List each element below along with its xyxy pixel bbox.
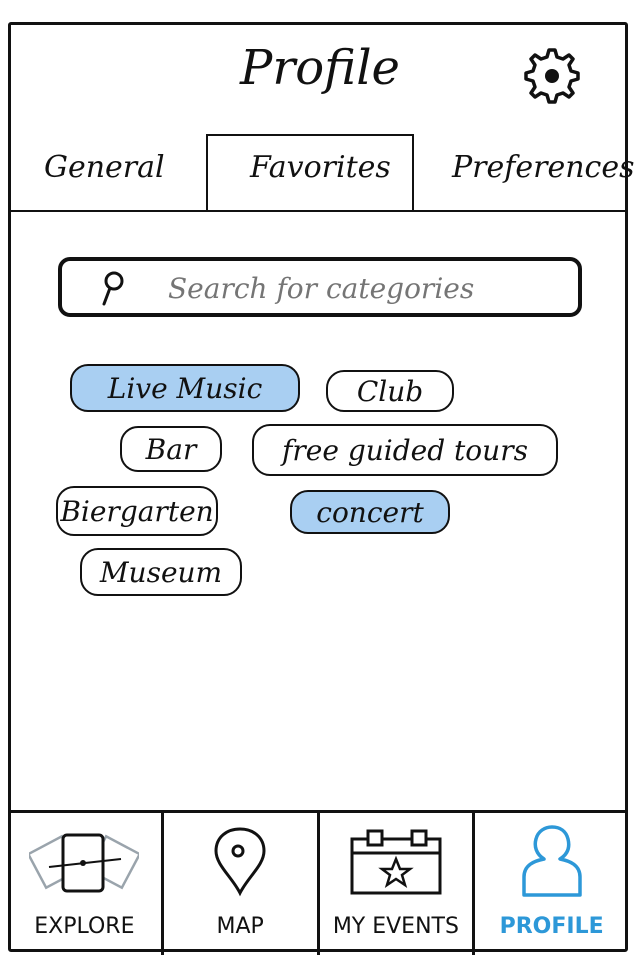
settings-gear-icon[interactable] [520,44,584,108]
category-chip-club[interactable]: Club [326,370,454,412]
nav-explore-label: EXPLORE [34,914,135,939]
tab-favorites-frame [206,134,414,210]
user-icon [521,825,582,897]
calendar-icon [350,829,442,895]
nav-map[interactable]: MAP [164,813,320,955]
bottom-nav-bar: EXPLORE MAP MY EVENTS PROFILE [8,810,628,955]
nav-my-events-label: MY EVENTS [332,914,459,939]
nav-profile-label: PROFILE [499,914,604,939]
map-pin-icon [214,827,266,897]
category-chip-biergarten[interactable]: Biergarten [56,486,218,536]
search-bar[interactable] [58,257,582,317]
tab-favorites[interactable]: Favorites [250,150,391,185]
nav-map-label: MAP [216,914,264,939]
search-icon [102,271,124,306]
category-chip-free-guided-tours[interactable]: free guided tours [252,424,558,476]
category-chip-concert[interactable]: concert [290,490,450,534]
nav-my-events[interactable]: MY EVENTS [320,813,476,955]
nav-explore[interactable]: EXPLORE [8,813,164,955]
tab-general[interactable]: General [44,150,165,185]
tab-preferences[interactable]: Preferences [452,150,635,185]
cards-icon [29,833,140,893]
page-title: Profile [240,40,400,96]
category-chip-bar[interactable]: Bar [120,426,222,472]
nav-profile[interactable]: PROFILE [475,813,628,955]
category-chip-museum[interactable]: Museum [80,548,242,596]
category-chip-live-music[interactable]: Live Music [70,364,300,412]
tabs-divider [8,210,628,212]
search-input[interactable] [166,267,570,309]
